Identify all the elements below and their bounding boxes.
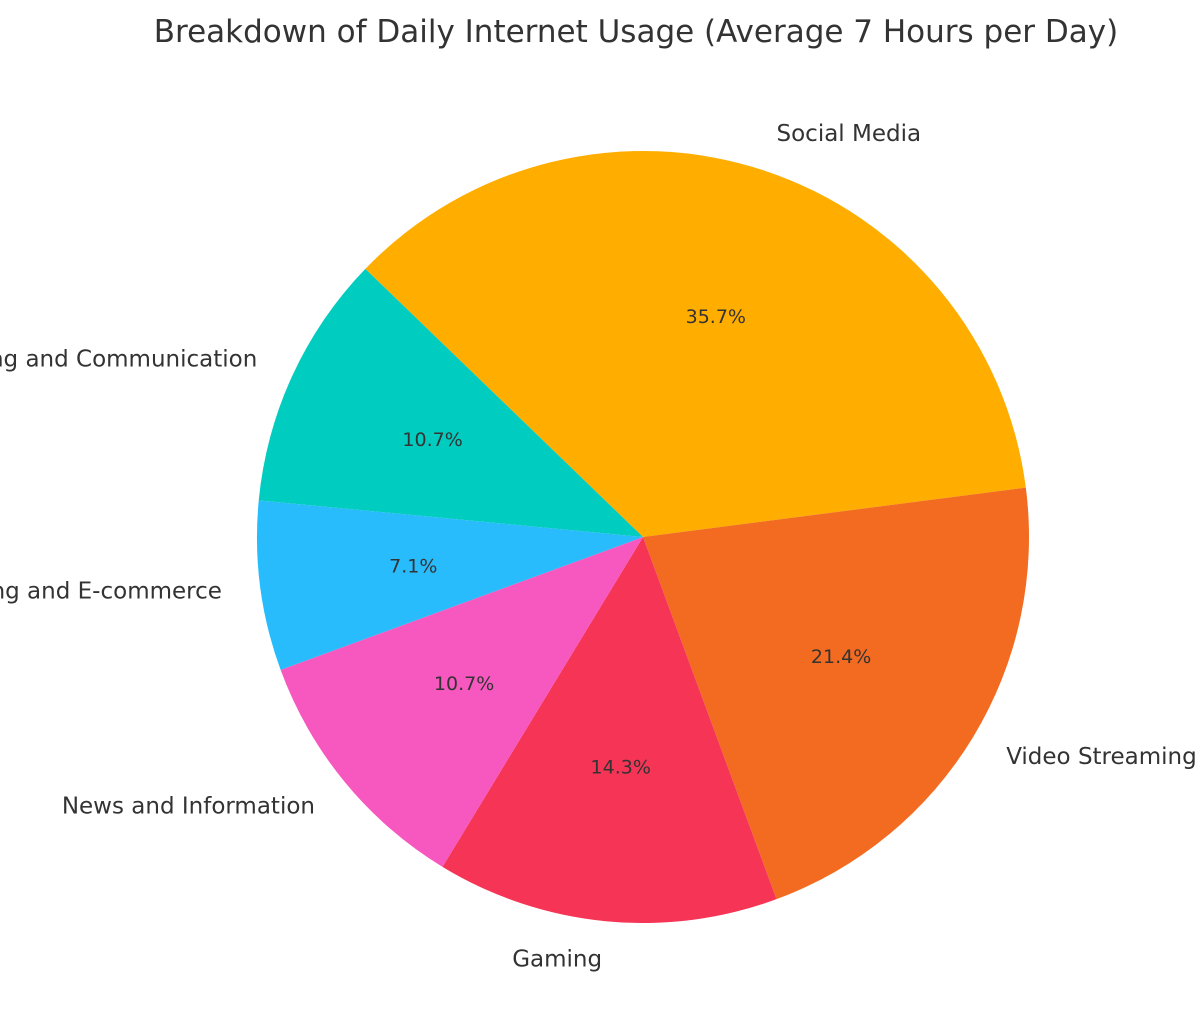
percent-label-gaming: 14.3% — [591, 757, 651, 779]
category-label-news-and-information: News and Information — [62, 794, 315, 820]
category-label-social-media: Social Media — [777, 121, 922, 147]
percent-labels: 35.7% 21.4% 14.3% 10.7% 7.1% 10.7% — [389, 306, 871, 778]
pie-slices — [257, 150, 1030, 924]
category-label-shopping-and-e-commerce: Shopping and E-commerce — [0, 578, 222, 604]
percent-label-video-streaming: 21.4% — [811, 646, 871, 668]
percent-label-messaging-and-communication: 10.7% — [402, 429, 462, 451]
pie-slice-messaging-and-communication — [258, 268, 643, 537]
percent-label-news-and-information: 10.7% — [434, 673, 494, 695]
percent-label-social-media: 35.7% — [686, 306, 746, 328]
category-label-gaming: Gaming — [512, 947, 602, 973]
category-label-messaging-and-communication: Messaging and Communication — [0, 346, 257, 372]
pie-slice-shopping-and-e-commerce — [257, 500, 643, 670]
category-labels: Social Media Video Streaming Gaming News an… — [0, 121, 1197, 973]
pie-slice-gaming — [442, 537, 777, 924]
category-label-video-streaming: Video Streaming — [1006, 744, 1197, 770]
pie-slice-video-streaming — [643, 487, 1030, 900]
percent-label-shopping-and-e-commerce: 7.1% — [389, 556, 437, 578]
chart-title: Breakdown of Daily Internet Usage (Avera… — [154, 14, 1118, 50]
pie-slice-news-and-information — [280, 537, 643, 867]
pie-slice-social-media — [365, 150, 1026, 537]
